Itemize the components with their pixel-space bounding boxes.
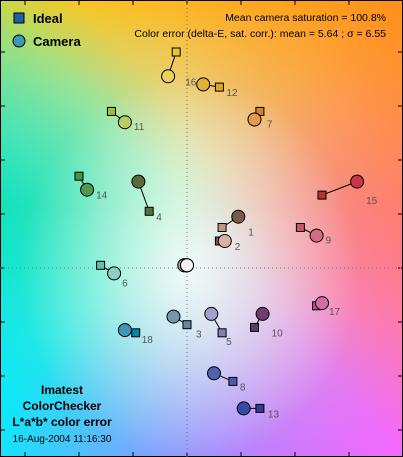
footer-date: 16-Aug-2004 11:16:30	[13, 434, 112, 445]
camera-point-17	[315, 296, 329, 311]
ideal-point-3	[182, 320, 192, 330]
footer-lab-error: L*a*b* color error	[12, 415, 112, 429]
patch-label-3: 3	[196, 330, 202, 341]
camera-point-15	[350, 174, 365, 189]
error-text: Color error (delta-E, sat. corr.): mean …	[134, 28, 386, 40]
patch-label-8: 8	[240, 382, 246, 393]
ideal-point-14	[74, 171, 84, 181]
legend-camera-label: Camera	[33, 34, 81, 49]
camera-point-14	[80, 182, 95, 197]
ideal-point-10	[250, 322, 259, 332]
patch-label-16: 16	[185, 77, 197, 88]
camera-point-2	[217, 234, 232, 248]
footer-colorchecker: ColorChecker	[23, 399, 102, 413]
patch-label-15: 15	[366, 196, 378, 207]
patch-label-7: 7	[267, 120, 273, 131]
ideal-point-6	[96, 260, 106, 270]
patch-label-1: 1	[248, 228, 254, 239]
ideal-point-16	[171, 47, 181, 57]
legend: Ideal Camera	[12, 11, 81, 49]
patch-label-9: 9	[326, 236, 332, 247]
camera-point-6	[107, 266, 122, 281]
ideal-point-15	[317, 190, 327, 200]
patch-label-5: 5	[226, 337, 232, 348]
ideal-point-11	[106, 106, 116, 116]
camera-point-8	[207, 366, 221, 381]
ideal-point-18	[131, 328, 141, 338]
ideal-point-5	[217, 328, 227, 338]
ideal-point-9	[295, 223, 305, 232]
ideal-point-8	[228, 376, 238, 386]
ideal-point-13	[255, 403, 265, 413]
camera-point-7	[247, 112, 262, 127]
camera-point-5	[204, 306, 219, 321]
camera-point-1	[231, 209, 246, 224]
patch-label-17: 17	[329, 307, 341, 318]
legend-camera-marker	[12, 34, 26, 48]
legend-ideal-marker	[13, 12, 25, 24]
patch-label-2: 2	[235, 242, 241, 253]
ideal-point-4	[144, 206, 154, 216]
camera-point-16	[161, 69, 176, 84]
patch-label-11: 11	[134, 122, 145, 133]
patch-label-10: 10	[272, 328, 284, 339]
camera-point-18	[117, 323, 132, 338]
camera-point-9	[309, 228, 324, 243]
camera-point-3	[166, 309, 181, 324]
patch-label-13: 13	[268, 409, 280, 420]
footer-imatest: Imatest	[41, 383, 83, 397]
patch-label-6: 6	[122, 278, 128, 289]
stats-text: Mean camera saturation = 100.8% Color er…	[134, 12, 386, 40]
patch-label-12: 12	[226, 88, 238, 99]
saturation-text: Mean camera saturation = 100.8%	[225, 12, 386, 24]
patch-label-18: 18	[142, 335, 154, 346]
camera-point-13	[236, 401, 251, 416]
camera-point-4	[131, 174, 146, 189]
camera-point-10	[255, 306, 270, 321]
ideal-point-12	[214, 82, 224, 92]
legend-ideal-label: Ideal	[33, 11, 63, 26]
ideal-point-1	[217, 223, 227, 232]
camera-point-12	[196, 77, 211, 92]
patch-label-4: 4	[156, 212, 162, 223]
camera-point-11	[117, 115, 132, 130]
patch-label-14: 14	[96, 191, 108, 202]
footer-text: Imatest ColorChecker L*a*b* color error …	[12, 383, 112, 445]
camera-point-n5	[180, 258, 194, 273]
